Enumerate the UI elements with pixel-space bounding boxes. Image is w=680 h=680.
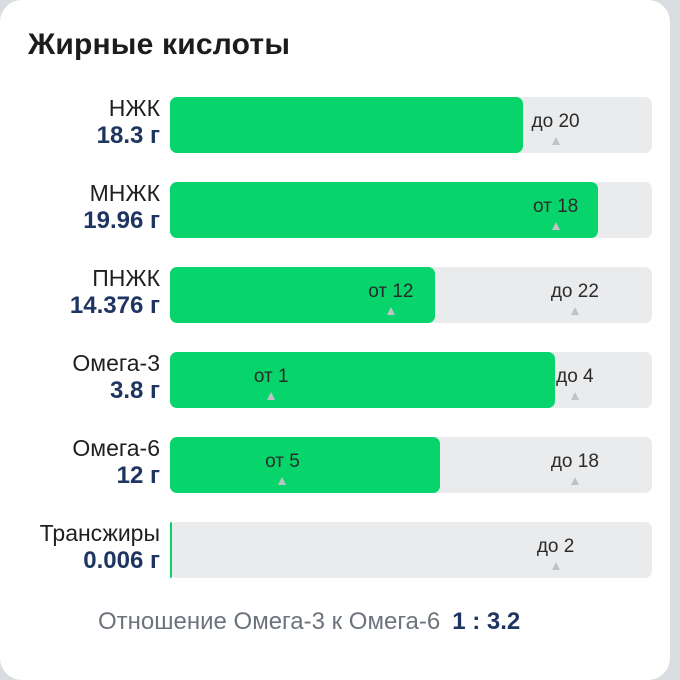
range-marker-label: от 12 xyxy=(368,281,414,302)
nutrient-name: НЖК xyxy=(108,95,160,121)
progress-fill xyxy=(170,182,598,238)
row-monounsaturated: МНЖК 19.96 г от 18 xyxy=(0,180,670,238)
range-marker-label: до 18 xyxy=(550,451,599,472)
ratio-label: Отношение Омега-3 к Омега-6 xyxy=(98,608,441,635)
row-label: МНЖК 19.96 г xyxy=(83,180,160,235)
range-marker-label: до 20 xyxy=(531,111,580,132)
triangle-up-icon xyxy=(386,307,395,315)
progress-fill xyxy=(170,437,440,493)
progress-fill xyxy=(170,97,523,153)
row-omega-6: Омега-6 12 г от 5 до 18 xyxy=(0,435,670,493)
nutrient-amount: 14.376 г xyxy=(69,292,160,319)
row-trans-fats: Трансжиры 0.006 г до 2 xyxy=(0,520,670,578)
row-label: Омега-3 3.8 г xyxy=(72,350,160,405)
nutrient-amount: 0.006 г xyxy=(83,547,160,574)
nutrient-name: Трансжиры xyxy=(39,520,160,546)
triangle-up-icon xyxy=(267,392,276,400)
row-label: ПНЖК 14.376 г xyxy=(70,265,160,320)
range-marker-label: от 5 xyxy=(265,451,300,472)
row-polyunsaturated: ПНЖК 14.376 г от 12 до 22 xyxy=(0,265,670,323)
triangle-up-icon xyxy=(551,562,560,570)
row-label: НЖК 18.3 г xyxy=(97,95,160,150)
triangle-up-icon xyxy=(278,477,287,485)
row-label: Омега-6 12 г xyxy=(72,435,160,490)
nutrient-amount: 3.8 г xyxy=(109,377,160,404)
nutrient-name: Омега-6 xyxy=(72,435,160,461)
nutrient-amount: 18.3 г xyxy=(96,122,160,149)
triangle-up-icon xyxy=(551,222,560,230)
progress-track: от 12 до 22 xyxy=(170,267,652,323)
progress-fill xyxy=(170,522,172,578)
progress-track: от 5 до 18 xyxy=(170,437,652,493)
row-label: Трансжиры 0.006 г xyxy=(40,520,160,575)
ratio-value: 1 : 3.2 xyxy=(452,608,521,635)
omega-ratio: Отношение Омега-3 к Омега-6 1 : 3.2 xyxy=(98,608,520,636)
triangle-up-icon xyxy=(570,392,579,400)
nutrient-amount: 19.96 г xyxy=(83,207,160,234)
progress-track: до 2 xyxy=(170,522,652,578)
triangle-up-icon xyxy=(570,307,579,315)
nutrient-name: Омега-3 xyxy=(72,350,160,376)
range-marker-label: до 4 xyxy=(556,366,594,387)
range-marker-label: от 1 xyxy=(253,366,289,387)
card-title: Жирные кислоты xyxy=(28,28,291,61)
progress-track: от 18 xyxy=(170,182,652,238)
range-marker-label: до 2 xyxy=(536,536,575,557)
row-saturated: НЖК 18.3 г до 20 xyxy=(0,95,670,153)
nutrient-name: ПНЖК xyxy=(92,265,160,291)
progress-track: до 20 xyxy=(170,97,652,153)
triangle-up-icon xyxy=(570,477,579,485)
row-omega-3: Омега-3 3.8 г от 1 до 4 xyxy=(0,350,670,408)
range-marker-label: до 22 xyxy=(550,281,599,302)
progress-fill xyxy=(170,352,555,408)
range-marker-label: от 18 xyxy=(532,196,579,217)
progress-track: от 1 до 4 xyxy=(170,352,652,408)
nutrient-name: МНЖК xyxy=(89,180,160,206)
nutrient-amount: 12 г xyxy=(116,462,160,489)
triangle-up-icon xyxy=(551,137,560,145)
